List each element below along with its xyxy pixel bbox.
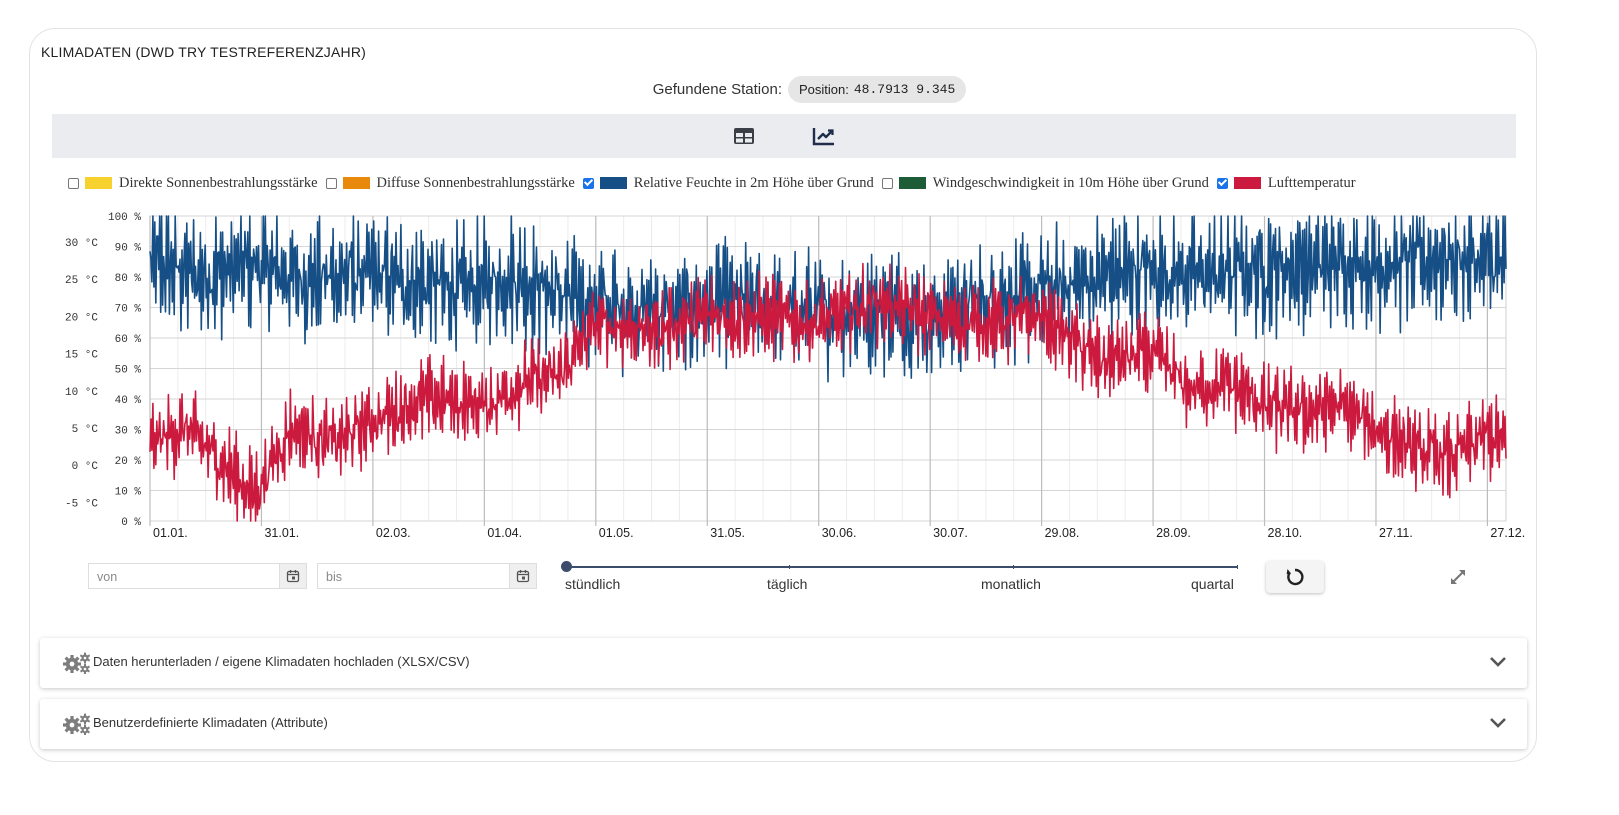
resolution-option-daily[interactable]: täglich: [767, 576, 808, 592]
y-tick-label-temperature: 10 °C: [65, 387, 98, 399]
chart-view-button[interactable]: [810, 123, 838, 149]
date-from-field[interactable]: [88, 563, 307, 589]
y-tick-label-humidity: 100 %: [108, 212, 141, 224]
x-tick-label: 27.12.: [1490, 526, 1525, 540]
y-tick-label-humidity: 0 %: [121, 517, 141, 529]
station-row: Gefundene Station: Position: 48.7913 9.3…: [0, 75, 1619, 103]
x-tick-label: 01.01.: [153, 526, 188, 540]
y-tick-label-temperature: -5 °C: [65, 498, 98, 510]
x-tick-label: 30.06.: [822, 526, 857, 540]
accordion-custom-climate-data[interactable]: Benutzerdefinierte Klimadaten (Attribute…: [40, 699, 1527, 749]
y-tick-label-humidity: 40 %: [115, 395, 142, 407]
x-tick-label: 31.01.: [264, 526, 299, 540]
fullscreen-button[interactable]: [1447, 566, 1469, 588]
view-toolbar: [52, 114, 1516, 158]
date-to-field[interactable]: [317, 563, 537, 589]
x-tick-label: 29.08.: [1045, 526, 1080, 540]
legend-checkbox[interactable]: [881, 177, 893, 189]
position-coordinates: 48.7913 9.345: [853, 81, 956, 97]
legend-item[interactable]: Lufttemperatur: [1216, 174, 1356, 192]
slider-tick: [1237, 565, 1238, 569]
accordion-title: Daten herunterladen / eigene Klimadaten …: [93, 654, 470, 669]
calendar-icon: [286, 570, 300, 583]
y-tick-label-humidity: 50 %: [115, 365, 142, 377]
gears-icon: [63, 652, 91, 674]
legend-item[interactable]: Windgeschwindigkeit in 10m Höhe über Gru…: [881, 174, 1209, 192]
date-to-input[interactable]: [324, 568, 508, 586]
x-tick-label: 01.05.: [599, 526, 634, 540]
date-from-calendar-button[interactable]: [279, 564, 306, 588]
reset-icon: [1286, 568, 1304, 586]
gears-icon: [63, 713, 91, 735]
y-tick-label-humidity: 70 %: [115, 304, 142, 316]
x-tick-label: 28.10.: [1268, 526, 1303, 540]
accordion-title: Benutzerdefinierte Klimadaten (Attribute…: [93, 715, 328, 730]
legend-swatch: [898, 177, 926, 189]
x-tick-label: 30.07.: [933, 526, 968, 540]
legend-label: Windgeschwindigkeit in 10m Höhe über Gru…: [932, 174, 1209, 191]
slider-thumb[interactable]: [561, 561, 572, 572]
legend-label: Lufttemperatur: [1267, 174, 1356, 191]
expand-icon: [1451, 570, 1465, 584]
resolution-option-quarterly[interactable]: quartal: [1191, 576, 1234, 592]
series-line-temperature: [149, 262, 1507, 522]
y-tick-label-temperature: 25 °C: [65, 275, 98, 287]
position-label: Position:: [798, 81, 849, 97]
y-tick-label-humidity: 20 %: [115, 456, 142, 468]
card-title: KLIMADATEN (DWD TRY TESTREFERENZJAHR): [41, 44, 367, 60]
x-tick-label: 27.11.: [1379, 526, 1413, 540]
station-position-chip: Position: 48.7913 9.345: [787, 75, 967, 103]
legend-swatch: [85, 177, 112, 189]
y-tick-label-humidity: 30 %: [115, 426, 142, 438]
table-icon: [734, 128, 754, 144]
y-tick-label-temperature: 15 °C: [65, 350, 98, 362]
x-tick-label: 02.03.: [376, 526, 411, 540]
legend-label: Diffuse Sonnenbestrahlungsstärke: [376, 174, 575, 191]
y-tick-label-temperature: 5 °C: [72, 424, 99, 436]
legend-swatch: [1233, 177, 1261, 189]
y-tick-label-humidity: 90 %: [115, 243, 142, 255]
date-to-calendar-button[interactable]: [509, 564, 536, 588]
x-tick-label: 01.04.: [487, 526, 522, 540]
y-tick-label-humidity: 60 %: [115, 334, 142, 346]
slider-tick: [1013, 565, 1014, 569]
series-line-humidity: [149, 215, 1507, 383]
legend-item[interactable]: Diffuse Sonnenbestrahlungsstärke: [325, 174, 575, 192]
legend-checkbox[interactable]: [582, 177, 594, 189]
date-from-input[interactable]: [95, 568, 279, 586]
y-tick-label-temperature: 30 °C: [65, 238, 98, 250]
legend-swatch: [342, 177, 370, 189]
y-tick-label-humidity: 80 %: [115, 273, 142, 285]
y-tick-label-humidity: 10 %: [115, 487, 142, 499]
station-label: Gefundene Station:: [652, 80, 782, 98]
slider-track[interactable]: [567, 566, 1237, 568]
legend-label: Direkte Sonnenbestrahlungsstärke: [119, 174, 318, 191]
slider-tick: [789, 565, 790, 569]
chart-legend: Direkte Sonnenbestrahlungsstärke Diffuse …: [68, 173, 1364, 193]
resolution-option-monthly[interactable]: monatlich: [981, 576, 1041, 592]
reset-button[interactable]: [1266, 561, 1324, 593]
legend-label: Relative Feuchte in 2m Höhe über Grund: [633, 174, 874, 191]
y-tick-label-temperature: 20 °C: [65, 312, 98, 324]
resolution-option-hourly[interactable]: stündlich: [565, 576, 621, 592]
legend-checkbox[interactable]: [325, 177, 337, 189]
line-chart-icon: [812, 128, 834, 146]
chevron-down-icon[interactable]: [1489, 716, 1507, 730]
legend-item[interactable]: Relative Feuchte in 2m Höhe über Grund: [582, 174, 874, 192]
legend-checkbox[interactable]: [68, 177, 79, 189]
x-tick-label: 31.05.: [710, 526, 745, 540]
legend-swatch: [599, 177, 627, 189]
chevron-down-icon[interactable]: [1489, 655, 1507, 669]
table-view-button[interactable]: [730, 123, 758, 149]
calendar-icon: [516, 570, 530, 583]
resolution-slider[interactable]: stündlich täglich monatlich quartal: [561, 560, 1241, 600]
legend-item[interactable]: Direkte Sonnenbestrahlungsstärke: [68, 175, 318, 192]
accordion-download-upload[interactable]: Daten herunterladen / eigene Klimadaten …: [40, 638, 1527, 688]
y-tick-label-temperature: 0 °C: [72, 461, 99, 473]
x-tick-label: 28.09.: [1156, 526, 1191, 540]
legend-checkbox[interactable]: [1216, 177, 1228, 189]
